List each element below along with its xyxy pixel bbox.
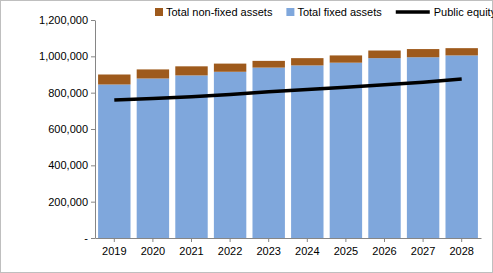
x-tick-label: 2025 [334,245,358,257]
x-tick-label: 2020 [141,245,165,257]
y-tick-mark [91,238,95,239]
x-tick-label: 2028 [449,245,473,257]
x-tick-label: 2021 [179,245,203,257]
marks [98,48,478,238]
legend-label: Total non-fixed assets [166,6,273,18]
bar [175,75,207,238]
y-tick-label: 400,000 [48,159,88,171]
y-tick: 200,000 [48,196,95,208]
bar [291,58,323,65]
y-tick-mark [91,202,95,203]
chart-frame [1,1,493,273]
bar [137,78,169,238]
y-tick-label: 1,200,000 [39,14,88,26]
y-tick-label: 200,000 [48,196,88,208]
y-tick: 600,000 [48,123,95,135]
y-tick-label: 800,000 [48,87,88,99]
y-tick-mark [91,165,95,166]
legend-item: Total fixed assets [286,6,382,18]
x-tick: 2026 [372,238,396,257]
x-tick-label: 2027 [411,245,435,257]
legend-item: Public equity [396,6,493,18]
y-tick: 1,000,000 [39,50,95,62]
bar [368,51,400,59]
x-tick: 2025 [334,238,358,257]
y-tick: 1,200,000 [39,14,95,26]
y-axis-line [95,21,96,239]
x-tick: 2028 [449,238,473,257]
y-tick-mark [91,20,95,21]
x-tick: 2019 [102,238,126,257]
legend-swatch [286,8,294,16]
bar [330,55,362,62]
y-tick-mark [91,56,95,57]
bar [445,48,477,55]
bar [407,49,439,57]
chart: - 200,000 400,000 600,000 800,000 1,000,000 1,… [0,0,493,273]
x-tick-mark [152,238,153,242]
plot-area: - 200,000 400,000 600,000 800,000 1,000,000 1,… [39,14,481,257]
x-tick: 2021 [179,238,203,257]
bar [214,64,246,72]
bar [137,69,169,78]
legend-swatch [155,8,163,16]
x-tick-mark [345,238,346,242]
y-tick-mark [91,129,95,130]
legend-item: Total non-fixed assets [155,6,273,18]
line [114,79,461,100]
x-tick: 2023 [256,238,280,257]
x-tick: 2027 [411,238,435,257]
y-tick-label: 600,000 [48,123,88,135]
x-axis: 2019 2020 2021 2022 2023 2024 2025 2026 2027 2028 [96,238,482,257]
legend-label: Total fixed assets [297,6,382,18]
bar [98,84,130,238]
legend-swatch [396,10,430,14]
bar-series [98,55,478,238]
y-tick-mark [91,93,95,94]
x-tick-mark [230,238,231,242]
x-tick-label: 2026 [372,245,396,257]
x-tick: 2022 [218,238,242,257]
x-tick-mark [307,238,308,242]
x-tick-label: 2023 [256,245,280,257]
bar [252,61,284,68]
legend: Total non-fixed assets Total fixed assets… [155,6,493,18]
x-tick: 2024 [295,238,319,257]
y-tick: - [84,232,95,244]
bar [98,75,130,85]
x-tick: 2020 [141,238,165,257]
bar-series [98,48,478,84]
x-tick-mark [114,238,115,242]
y-tick-label: 1,000,000 [39,50,88,62]
legend-label: Public equity [434,6,493,18]
bar [175,66,207,75]
y-axis: - 200,000 400,000 600,000 800,000 1,000,000 1,… [39,14,95,244]
y-tick-label: - [84,232,88,244]
x-tick-mark [384,238,385,242]
x-tick-label: 2024 [295,245,319,257]
bar [445,55,477,238]
x-tick-mark [461,238,462,242]
x-tick-label: 2019 [102,245,126,257]
x-tick-mark [268,238,269,242]
x-tick-mark [191,238,192,242]
x-tick-label: 2022 [218,245,242,257]
x-tick-mark [423,238,424,242]
y-tick: 800,000 [48,87,95,99]
y-tick: 400,000 [48,159,95,171]
